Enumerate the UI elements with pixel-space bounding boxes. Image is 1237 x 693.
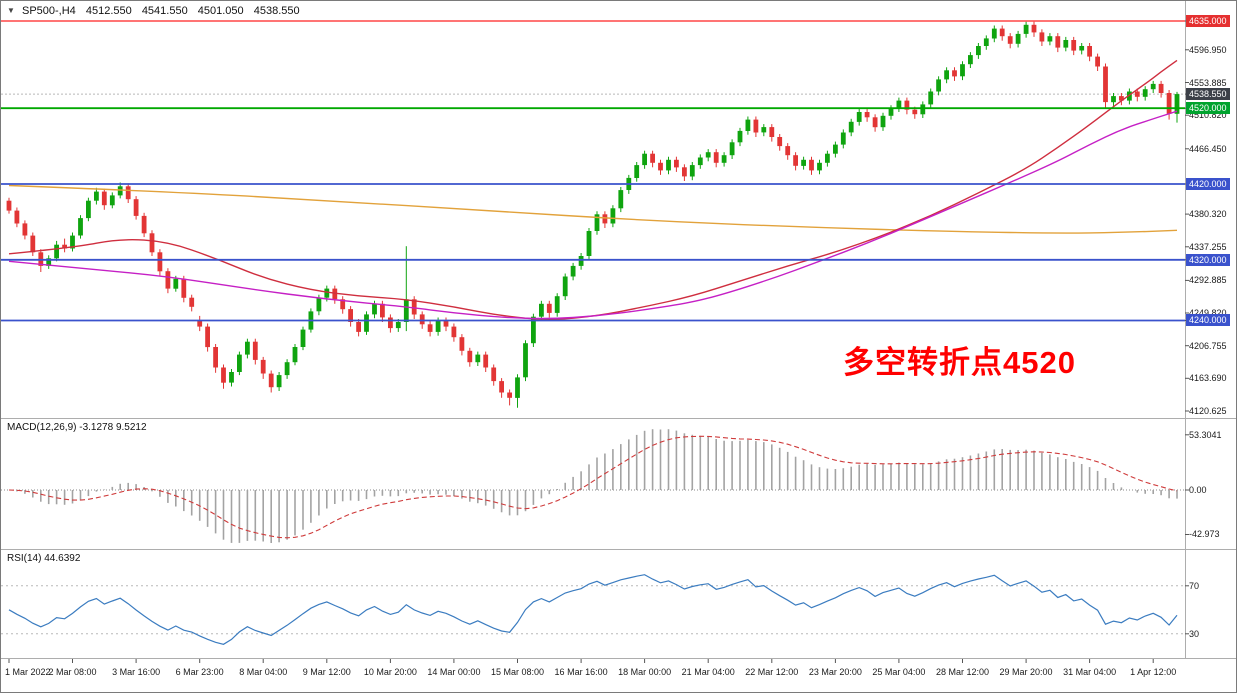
rsi-indicator-label: RSI(14) 44.6392 — [7, 553, 81, 564]
ma-slow — [8, 110, 1178, 320]
macd-panel — [1, 429, 1185, 543]
macd-indicator-label: MACD(12,26,9) -3.1278 9.5212 — [7, 422, 147, 433]
ma-mid — [8, 59, 1178, 321]
symbol-header: ▼ SP500-,H4 4512.550 4541.550 4501.050 4… — [7, 5, 307, 17]
ohlc-open: 4512.550 — [85, 5, 132, 17]
ma-long — [8, 184, 1178, 234]
ohlc-high: 4541.550 — [141, 5, 188, 17]
panel-separators — [1, 1, 1236, 659]
ohlc-low: 4501.050 — [197, 5, 244, 17]
horizontal-level-lines — [1, 20, 1185, 322]
candles — [6, 21, 1180, 408]
moving-average-lines — [8, 59, 1178, 321]
axis-tick-marks — [8, 20, 1189, 663]
chart-annotation-text[interactable]: 多空转折点4520 — [843, 345, 1076, 380]
symbol-label: SP500-,H4 — [21, 5, 76, 17]
collapse-chart-icon[interactable]: ▼ — [7, 6, 15, 15]
ohlc-close: 4538.550 — [253, 5, 300, 17]
rsi-panel — [1, 574, 1185, 645]
